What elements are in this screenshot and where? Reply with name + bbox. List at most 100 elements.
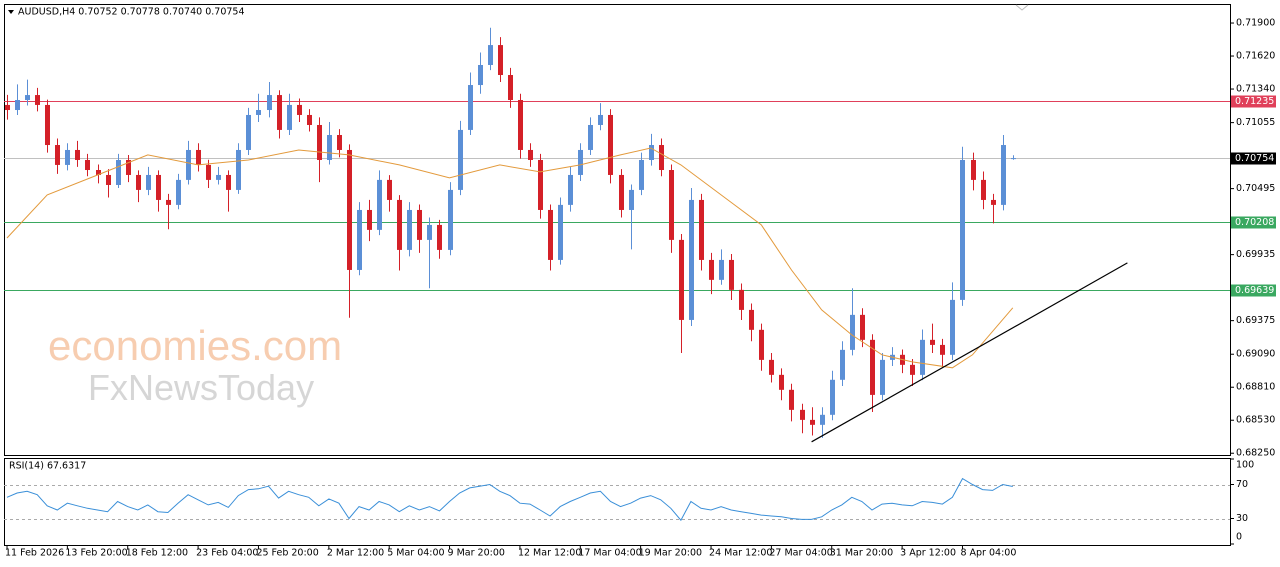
x-tick-label: 17 Mar 04:00 bbox=[578, 548, 641, 559]
rsi-line bbox=[6, 477, 1013, 522]
candle-body bbox=[1011, 158, 1016, 160]
candle-body bbox=[840, 349, 845, 380]
candle-body bbox=[478, 64, 483, 86]
price-level-label: 0.69639 bbox=[1235, 285, 1274, 296]
candle-body bbox=[85, 159, 90, 171]
shift-marker bbox=[1015, 4, 1029, 11]
x-tick-label: 8 Apr 04:00 bbox=[960, 548, 1016, 559]
candle-body bbox=[126, 159, 131, 175]
candle-body bbox=[860, 314, 865, 340]
candle-body bbox=[186, 149, 191, 180]
y-tick-label: 0.68810 bbox=[1236, 382, 1275, 393]
candle-body bbox=[216, 174, 221, 180]
candle-body bbox=[156, 174, 161, 200]
candle-body bbox=[448, 189, 453, 250]
candle-body bbox=[699, 199, 704, 260]
candle-body bbox=[397, 199, 402, 250]
candle-body bbox=[226, 174, 231, 190]
x-tick-label: 18 Feb 12:00 bbox=[126, 548, 188, 559]
y-tick-label: 0.71055 bbox=[1236, 117, 1275, 128]
candle-body bbox=[910, 364, 915, 375]
candle-body bbox=[5, 104, 10, 111]
candle-body bbox=[116, 159, 121, 185]
candle-body bbox=[940, 344, 945, 355]
candle-body bbox=[810, 419, 815, 425]
candle-body bbox=[558, 204, 563, 260]
candle-body bbox=[568, 174, 573, 205]
candle-body bbox=[649, 145, 654, 160]
candle-body bbox=[629, 189, 634, 210]
candle-body bbox=[277, 95, 282, 130]
candle-body bbox=[377, 179, 382, 230]
candle-body bbox=[327, 135, 332, 160]
candle-body bbox=[659, 145, 664, 171]
candle-body bbox=[729, 259, 734, 290]
candle-body bbox=[769, 359, 774, 375]
candle-body bbox=[789, 389, 794, 410]
candle-body bbox=[488, 45, 493, 65]
x-tick-label: 24 Mar 12:00 bbox=[709, 548, 772, 559]
candle-body bbox=[971, 159, 976, 180]
y-tick-label: 100 bbox=[1236, 460, 1254, 471]
y-tick-label: 0.71620 bbox=[1236, 51, 1275, 62]
y-tick-label: 0.69375 bbox=[1236, 315, 1275, 326]
candle-body bbox=[307, 114, 312, 125]
candle-body bbox=[256, 110, 261, 115]
candle-body bbox=[136, 174, 141, 190]
candle-body bbox=[950, 299, 955, 355]
candle-body bbox=[779, 374, 784, 390]
candle-body bbox=[578, 149, 583, 175]
y-tick-label: 0.69935 bbox=[1236, 249, 1275, 260]
header-arrow bbox=[8, 10, 14, 14]
price-panel bbox=[4, 4, 1231, 456]
candle-body bbox=[830, 379, 835, 415]
candle-body bbox=[166, 199, 171, 205]
candle-body bbox=[246, 114, 251, 150]
candle-body bbox=[669, 170, 674, 240]
price-level-box bbox=[1231, 284, 1276, 297]
price-level-label: 0.70208 bbox=[1235, 217, 1274, 228]
candle-body bbox=[960, 159, 965, 300]
candle-body bbox=[689, 199, 694, 320]
candle-body bbox=[528, 149, 533, 160]
candle-body bbox=[749, 309, 754, 330]
price-level-label: 0.70754 bbox=[1235, 153, 1274, 164]
candle-body bbox=[458, 129, 463, 190]
candle-body bbox=[45, 104, 50, 146]
candle-body bbox=[930, 339, 935, 345]
watermark: economies.com bbox=[48, 322, 342, 369]
x-tick-label: 3 Apr 12:00 bbox=[900, 548, 956, 559]
candle-body bbox=[719, 259, 724, 280]
candle-body bbox=[196, 149, 201, 165]
candle-body bbox=[347, 149, 352, 270]
candle-body bbox=[608, 114, 613, 175]
candle-body bbox=[820, 414, 825, 425]
candle-body bbox=[297, 104, 302, 115]
candle-body bbox=[850, 314, 855, 350]
candle-body bbox=[639, 159, 644, 190]
candle-body bbox=[146, 174, 151, 190]
candle-body bbox=[357, 209, 362, 270]
candle-body bbox=[337, 135, 342, 150]
candle-body bbox=[15, 99, 20, 111]
candle-body bbox=[538, 159, 543, 210]
candle-body bbox=[96, 170, 101, 175]
candle-body bbox=[981, 179, 986, 200]
candle-body bbox=[588, 124, 593, 150]
candle-body bbox=[468, 85, 473, 130]
candle-body bbox=[176, 179, 181, 205]
y-tick-label: 70 bbox=[1236, 479, 1248, 490]
candle-body bbox=[880, 359, 885, 395]
candle-body bbox=[417, 209, 422, 240]
candle-body bbox=[759, 329, 764, 360]
y-tick-label: 0.68530 bbox=[1236, 415, 1275, 426]
moving-average bbox=[6, 147, 1014, 369]
header: AUDUSD,H4 0.70752 0.70778 0.70740 0.7075… bbox=[18, 7, 245, 18]
candle-body bbox=[427, 224, 432, 240]
candle-body bbox=[106, 174, 111, 185]
candle-body bbox=[498, 45, 503, 76]
candle-body bbox=[287, 104, 292, 130]
candle-body bbox=[1001, 145, 1006, 205]
